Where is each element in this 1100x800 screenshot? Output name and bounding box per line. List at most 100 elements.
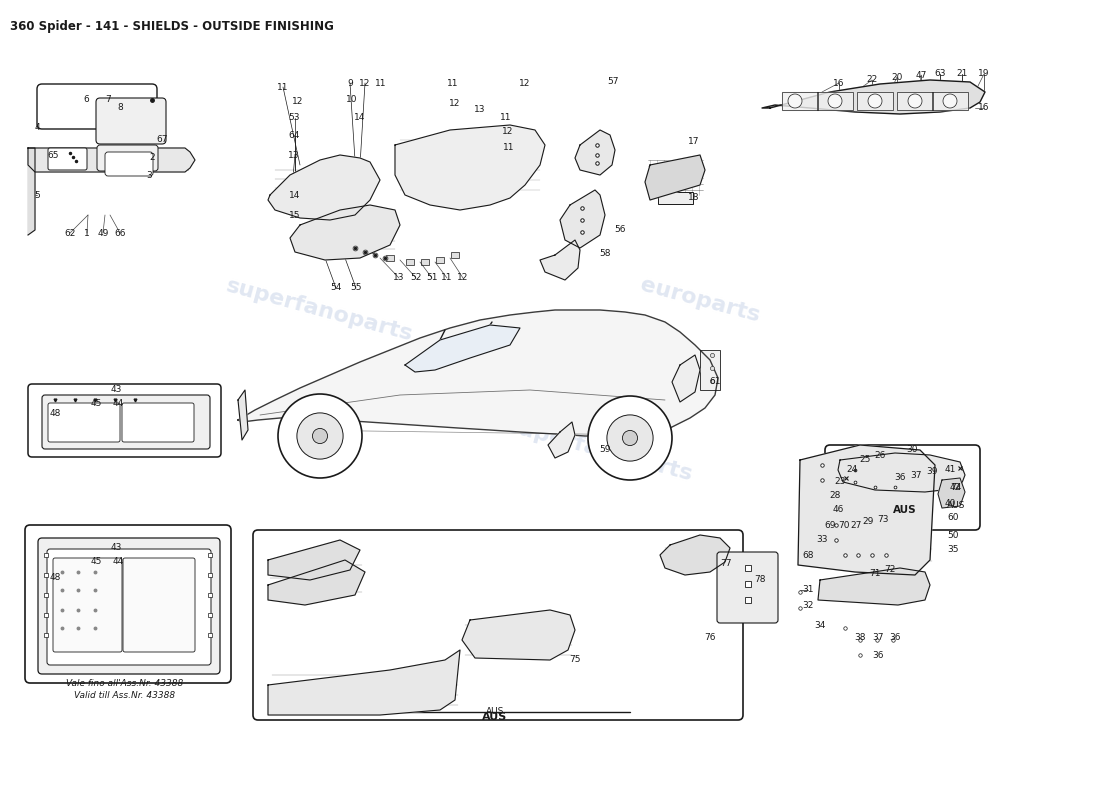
Text: 53: 53 <box>288 114 299 122</box>
Text: 20: 20 <box>891 73 903 82</box>
Circle shape <box>868 94 882 108</box>
Polygon shape <box>28 148 195 172</box>
Text: 32: 32 <box>802 602 814 610</box>
Text: 11: 11 <box>500 114 512 122</box>
FancyBboxPatch shape <box>825 445 980 530</box>
Bar <box>658 192 693 204</box>
FancyBboxPatch shape <box>28 384 221 457</box>
Text: 27: 27 <box>850 521 861 530</box>
Bar <box>782 92 818 110</box>
Text: 29: 29 <box>862 518 873 526</box>
Bar <box>932 92 968 110</box>
Text: 23: 23 <box>834 478 846 486</box>
Text: 19: 19 <box>978 70 990 78</box>
FancyBboxPatch shape <box>97 145 158 171</box>
Circle shape <box>278 394 362 478</box>
Polygon shape <box>660 535 730 575</box>
FancyBboxPatch shape <box>39 538 220 674</box>
Text: europarts: europarts <box>638 274 762 326</box>
Text: 12: 12 <box>293 97 304 106</box>
Circle shape <box>943 94 957 108</box>
Text: 44: 44 <box>112 558 123 566</box>
FancyBboxPatch shape <box>37 84 157 129</box>
Polygon shape <box>838 453 965 492</box>
Text: 21: 21 <box>956 70 968 78</box>
Circle shape <box>623 430 638 446</box>
FancyBboxPatch shape <box>104 152 153 176</box>
Text: superfanoparts: superfanoparts <box>224 275 416 345</box>
Text: 39: 39 <box>926 467 937 477</box>
Text: 4: 4 <box>34 122 40 131</box>
Text: 38: 38 <box>855 634 866 642</box>
Circle shape <box>588 396 672 480</box>
Text: 11: 11 <box>504 142 515 151</box>
Text: 43: 43 <box>110 386 122 394</box>
Circle shape <box>607 415 653 461</box>
Text: 77: 77 <box>720 559 732 569</box>
Text: 60: 60 <box>947 514 959 522</box>
Circle shape <box>788 94 802 108</box>
Text: 40: 40 <box>944 498 956 507</box>
Polygon shape <box>896 92 933 110</box>
Text: 13: 13 <box>394 274 405 282</box>
Text: 67: 67 <box>156 135 167 145</box>
Polygon shape <box>798 445 935 575</box>
Polygon shape <box>395 125 544 210</box>
Text: superfanoparts: superfanoparts <box>504 415 695 485</box>
FancyBboxPatch shape <box>53 558 122 652</box>
Text: 24: 24 <box>846 466 858 474</box>
Polygon shape <box>268 540 360 580</box>
Text: 37: 37 <box>911 470 922 479</box>
Text: 48: 48 <box>50 574 60 582</box>
Circle shape <box>828 94 842 108</box>
Text: 68: 68 <box>802 550 814 559</box>
Text: 66: 66 <box>114 229 125 238</box>
Text: 18: 18 <box>689 194 700 202</box>
Text: 22: 22 <box>867 75 878 85</box>
Text: 10: 10 <box>346 95 358 105</box>
Text: 75: 75 <box>570 655 581 665</box>
Bar <box>817 92 852 110</box>
FancyBboxPatch shape <box>123 558 195 652</box>
Polygon shape <box>268 155 379 220</box>
Text: Valid till Ass.Nr. 43388: Valid till Ass.Nr. 43388 <box>75 690 176 699</box>
Text: 14: 14 <box>354 113 365 122</box>
Text: 36: 36 <box>894 474 905 482</box>
Circle shape <box>297 413 343 459</box>
FancyBboxPatch shape <box>47 549 211 665</box>
Text: 37: 37 <box>872 634 883 642</box>
Text: 2: 2 <box>150 154 155 162</box>
Text: 26: 26 <box>874 450 886 459</box>
Circle shape <box>312 429 328 443</box>
FancyBboxPatch shape <box>25 525 231 683</box>
Text: 12: 12 <box>360 78 371 87</box>
FancyBboxPatch shape <box>122 403 194 442</box>
Text: 74: 74 <box>950 482 961 491</box>
Text: 63: 63 <box>934 70 946 78</box>
Text: 51: 51 <box>427 274 438 282</box>
Bar <box>700 350 720 390</box>
Text: 59: 59 <box>600 446 610 454</box>
Text: 6: 6 <box>84 95 89 105</box>
Text: 12: 12 <box>503 127 514 137</box>
Text: 14: 14 <box>289 190 300 199</box>
Text: 44: 44 <box>112 398 123 407</box>
Bar <box>436 257 444 263</box>
FancyBboxPatch shape <box>48 148 87 170</box>
Text: 34: 34 <box>814 621 826 630</box>
Text: 35: 35 <box>947 546 959 554</box>
Text: 73: 73 <box>878 515 889 525</box>
Text: 46: 46 <box>833 506 844 514</box>
Text: 12: 12 <box>519 78 530 87</box>
Polygon shape <box>938 478 965 508</box>
Text: 72: 72 <box>884 566 895 574</box>
Text: europarts: europarts <box>358 554 482 606</box>
Text: 52: 52 <box>410 274 421 282</box>
FancyBboxPatch shape <box>717 552 778 623</box>
Text: 55: 55 <box>350 283 362 293</box>
Polygon shape <box>645 155 705 200</box>
Polygon shape <box>782 92 818 110</box>
Polygon shape <box>548 422 575 458</box>
Text: 5: 5 <box>34 190 40 199</box>
Text: 25: 25 <box>859 455 871 465</box>
